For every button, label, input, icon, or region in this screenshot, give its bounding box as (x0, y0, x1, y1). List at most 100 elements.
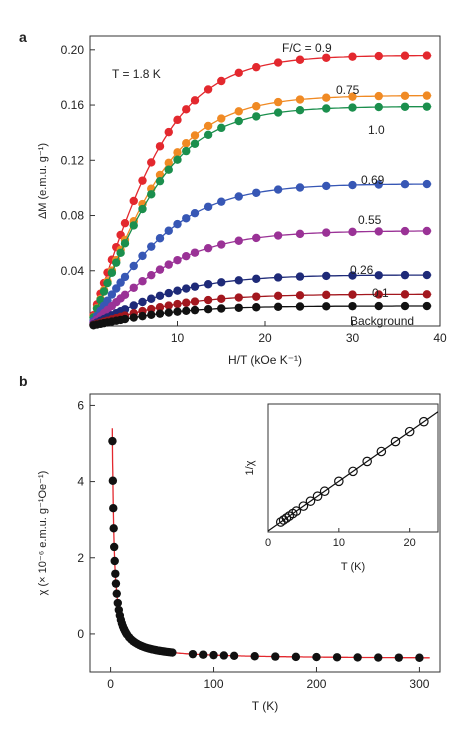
data-point (203, 121, 213, 131)
data-point (400, 51, 410, 60)
data-point (273, 185, 283, 194)
data-point (164, 127, 173, 137)
data-point (199, 650, 208, 659)
data-point (374, 91, 383, 101)
series-curve (89, 274, 432, 327)
data-point (400, 301, 410, 311)
data-point (348, 301, 357, 311)
data-point (120, 239, 130, 248)
data-point (400, 290, 410, 299)
data-point (203, 305, 213, 314)
data-point (109, 503, 118, 513)
panel-a-annotation: T = 1.8 K (112, 67, 161, 81)
data-point (112, 284, 121, 293)
series-label: 0.55 (358, 213, 382, 227)
data-point (312, 652, 321, 662)
data-point (203, 202, 213, 211)
data-point (209, 650, 218, 660)
panel-a-y-axis-label: ΔM (e.m.u. g⁻¹) (37, 143, 49, 219)
data-point (173, 307, 182, 316)
data-point (147, 242, 156, 251)
panel-a-series-labels: F/C = 0.9 0.75 1.0 0.69 0.55 0.26 0.1 Backgroun… (282, 41, 414, 328)
data-point (234, 192, 243, 201)
data-point (322, 93, 331, 102)
data-point (422, 226, 432, 236)
data-point (120, 272, 130, 282)
data-point (190, 282, 200, 291)
data-point (120, 218, 130, 228)
panel-a-series (89, 51, 432, 330)
data-point (250, 652, 259, 661)
data-point (173, 155, 182, 164)
panel-a-y-tick-label: 0.20 (61, 43, 85, 57)
data-point (188, 649, 198, 659)
inset-axes-frame (267, 403, 439, 533)
data-point (120, 305, 130, 314)
data-point (348, 52, 357, 61)
inset-x-tick-label: 0 (265, 537, 271, 549)
series-label: 0.75 (336, 83, 360, 97)
panel-b-x-axis-label: T (K) (252, 699, 278, 713)
data-point (138, 176, 147, 185)
panel-a-ticks: 10 20 30 40 0.04 0.08 0.12 0.16 0.20 (61, 43, 447, 345)
series-curve (89, 105, 432, 327)
series-curve (89, 230, 432, 327)
data-point (271, 652, 280, 661)
data-point (400, 179, 410, 189)
data-point (182, 306, 191, 316)
data-point (252, 274, 261, 283)
data-point (164, 308, 173, 317)
panel-b-x-tick-label: 300 (409, 677, 429, 691)
inset-series (267, 411, 439, 532)
data-point (295, 105, 305, 115)
data-point (129, 261, 138, 271)
data-point (322, 228, 331, 237)
data-point (109, 542, 119, 552)
data-point (138, 297, 147, 307)
data-point (234, 107, 243, 116)
data-point (332, 653, 342, 662)
series-label: 1.0 (368, 123, 385, 137)
data-point (173, 115, 182, 125)
data-point (109, 524, 118, 533)
data-point (217, 76, 226, 86)
panel-a-y-tick-label: 0.12 (61, 153, 85, 167)
data-point (252, 62, 261, 72)
data-point (103, 278, 112, 288)
panel-a-x-axis-label: H/T (kOe K⁻¹) (228, 353, 302, 367)
data-point (234, 236, 243, 245)
data-point (234, 303, 243, 312)
data-point (147, 304, 156, 314)
data-point (164, 226, 173, 235)
inset-x-tick-label: 10 (333, 537, 345, 549)
inset-data-point (362, 456, 372, 467)
data-point (400, 270, 410, 280)
data-point (155, 234, 165, 243)
data-point (155, 265, 165, 274)
data-point (203, 280, 213, 289)
data-point (164, 260, 173, 269)
inset-data-point (334, 476, 344, 487)
data-point (190, 208, 200, 218)
data-point (348, 103, 357, 112)
data-point (422, 301, 432, 311)
panel-b-y-tick-label: 4 (77, 475, 84, 489)
data-point (348, 92, 357, 101)
panel-b-x-tick-label: 200 (306, 677, 326, 691)
data-point (120, 290, 130, 299)
data-point (182, 139, 191, 148)
data-point (234, 68, 243, 78)
data-point (252, 102, 261, 111)
data-point (107, 268, 117, 277)
data-point (217, 304, 226, 313)
data-point (182, 298, 191, 307)
series-curve (89, 293, 432, 327)
panel-a-y-tick-label: 0.04 (61, 264, 85, 278)
panel-a-x-tick-label: 10 (171, 331, 185, 345)
data-point (155, 303, 165, 312)
data-point (273, 291, 283, 301)
data-point (155, 170, 165, 180)
data-point (182, 214, 191, 223)
